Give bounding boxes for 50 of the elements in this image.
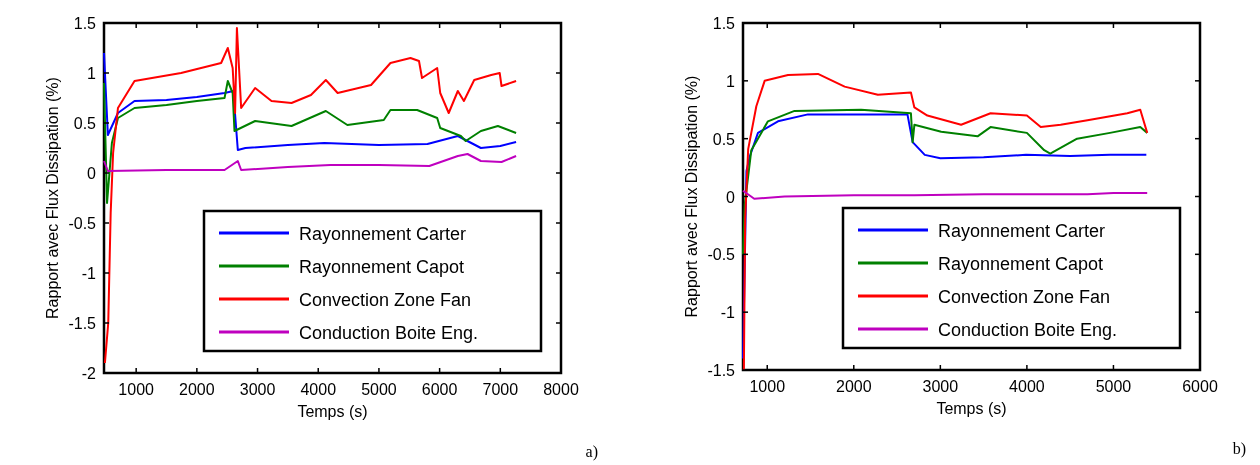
line-series	[742, 189, 1149, 200]
y-tick-label: 0.5	[712, 130, 736, 148]
legend-label: Convection Zone Fan	[299, 290, 472, 310]
text: a)	[585, 443, 598, 461]
legend-label: Rayonnement Carter	[299, 224, 467, 244]
legend-label: Rayonnement Carter	[938, 221, 1106, 241]
y-tick-label: -1.5	[707, 362, 736, 379]
x-tick-label: 5000	[1095, 378, 1132, 395]
x-tick-label: 3000	[922, 378, 959, 395]
y-tick-label: -1.5	[68, 315, 97, 332]
x-tick-label: 4000	[1009, 378, 1045, 395]
y-tick-label: -1	[81, 265, 97, 282]
y-tick-label: 1.5	[712, 15, 736, 32]
y-tick-label: 1.5	[73, 15, 97, 32]
line-series	[742, 108, 1149, 256]
legend-label: Rayonnement Capot	[299, 257, 465, 277]
line-series	[103, 80, 518, 204]
y-tick-label: 1	[726, 72, 736, 90]
y-tick-label: -0.5	[68, 215, 97, 232]
y-tick-label: 0	[726, 188, 736, 206]
y-tick-label: -0.5	[707, 246, 736, 264]
legend-label: Conduction Boite Eng.	[938, 320, 1118, 340]
x-tick-label: 8000	[543, 381, 579, 398]
x-tick-label: 1000	[749, 378, 786, 395]
line-series	[742, 72, 1149, 371]
x-tick-label: 1000	[118, 381, 155, 398]
x-axis-title: Temps (s)	[297, 403, 368, 420]
x-tick-label: 2000	[835, 378, 872, 395]
x-axis-title: Temps (s)	[936, 400, 1007, 417]
y-tick-label: -2	[81, 365, 97, 382]
x-tick-label: 7000	[482, 381, 519, 398]
y-tick-label: 1	[87, 65, 97, 82]
y-tick-label: 0	[87, 165, 97, 182]
legend-label: Convection Zone Fan	[938, 287, 1111, 307]
line-series	[103, 52, 518, 151]
y-axis-title: Rapport avec Flux Dissipation (%)	[683, 75, 700, 318]
y-tick-label: -1	[720, 304, 736, 322]
x-tick-label: 6000	[1182, 378, 1218, 395]
y-axis-title: Rapport avec Flux Dissipation (%)	[44, 77, 61, 319]
x-tick-label: 2000	[179, 381, 215, 398]
line-series	[103, 27, 518, 364]
legend-label: Conduction Boite Eng.	[299, 323, 479, 343]
line-series	[103, 153, 518, 172]
x-tick-label: 4000	[300, 381, 337, 398]
y-tick-label: 0.5	[73, 115, 97, 132]
x-tick-label: 6000	[421, 381, 458, 398]
x-tick-label: 5000	[361, 381, 397, 398]
text: b)	[1232, 440, 1246, 458]
legend-label: Rayonnement Capot	[938, 254, 1104, 274]
x-tick-label: 3000	[239, 381, 276, 398]
